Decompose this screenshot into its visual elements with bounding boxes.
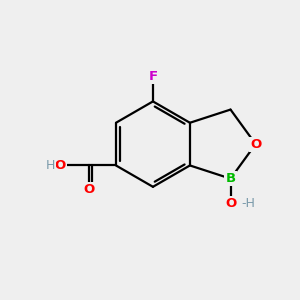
Text: F: F [148,70,158,83]
Text: O: O [250,138,261,151]
Text: O: O [55,159,66,172]
Text: O: O [225,196,236,210]
Text: H: H [46,159,55,172]
Text: -H: -H [242,197,256,210]
Text: B: B [226,172,236,185]
Text: O: O [84,183,95,196]
